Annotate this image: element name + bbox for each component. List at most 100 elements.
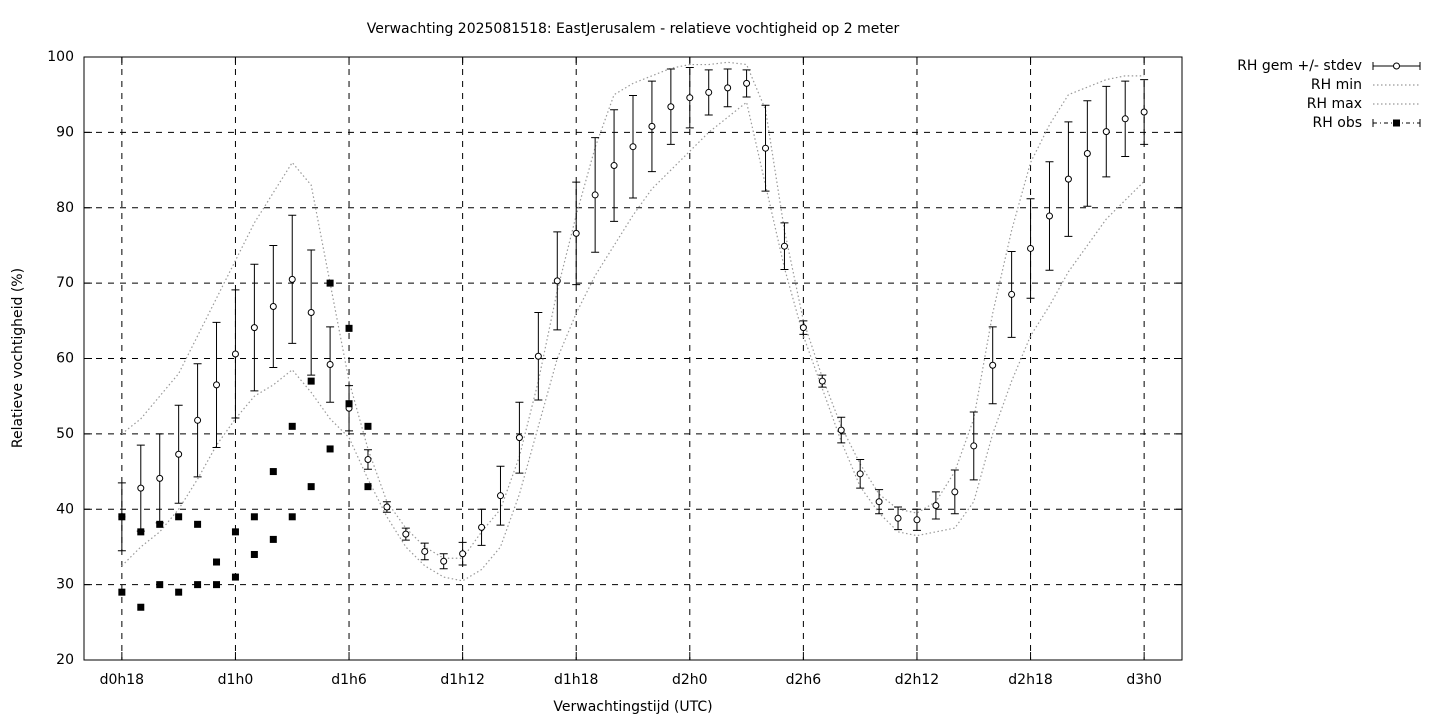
mean-point [1008, 290, 1016, 298]
mean-point [1102, 128, 1110, 136]
obs-point [326, 279, 334, 287]
obs-point [231, 573, 239, 581]
x-tick-label: d1h12 [440, 672, 484, 688]
obs-point [156, 520, 164, 528]
mean-point [913, 516, 921, 524]
mean-point [156, 474, 164, 482]
mean-point [515, 434, 523, 442]
mean-point [553, 277, 561, 285]
legend-label: RH gem +/- stdev [1237, 58, 1362, 74]
obs-point [175, 513, 183, 521]
obs-point [213, 558, 221, 566]
mean-point [591, 191, 599, 199]
mean-point [1140, 108, 1148, 116]
x-tick-label: d1h18 [554, 672, 598, 688]
obs-point [118, 588, 126, 596]
obs-point [307, 377, 315, 385]
mean-point [175, 450, 183, 458]
obs-point [269, 468, 277, 476]
mean-point [534, 352, 542, 360]
chart-title: Verwachting 2025081518: EastJerusalem - … [367, 21, 900, 37]
y-tick-label: 70 [56, 275, 74, 291]
mean-point [932, 501, 940, 509]
mean-point [440, 557, 448, 565]
x-tick-label: d2h18 [1008, 672, 1052, 688]
mean-point [307, 309, 315, 317]
mean-point [572, 229, 580, 237]
y-tick-label: 100 [47, 49, 74, 65]
mean-point [686, 94, 694, 102]
obs-point [288, 422, 296, 430]
obs-point [326, 445, 334, 453]
mean-point [705, 88, 713, 96]
mean-point [724, 84, 732, 92]
mean-point [743, 79, 751, 87]
mean-point [970, 442, 978, 450]
obs-point [250, 513, 258, 521]
plot-frame [83, 56, 1183, 661]
mean-point [856, 470, 864, 478]
mean-point [629, 143, 637, 151]
mean-point [1045, 212, 1053, 220]
mean-point [402, 530, 410, 538]
mean-point [610, 162, 618, 170]
obs-point [213, 581, 221, 589]
mean-point [648, 122, 656, 130]
obs-point [137, 528, 145, 536]
mean-point [137, 484, 145, 492]
mean-point [818, 377, 826, 385]
obs-point [231, 528, 239, 536]
x-tick-label: d2h0 [672, 672, 708, 688]
mean-point [837, 426, 845, 434]
obs-point [250, 550, 258, 558]
x-tick-label: d0h18 [100, 672, 144, 688]
mean-point [894, 514, 902, 522]
mean-point [496, 492, 504, 500]
mean-point [799, 324, 807, 332]
mean-point [194, 416, 202, 424]
legend-label: RH max [1307, 96, 1362, 112]
legend-sample [1393, 119, 1400, 127]
y-tick-label: 50 [56, 426, 74, 442]
y-axis-label: Relatieve vochtigheid (%) [10, 268, 26, 448]
mean-point [231, 350, 239, 358]
obs-point [118, 513, 126, 521]
x-tick-label: d3h0 [1126, 672, 1162, 688]
mean-point [780, 242, 788, 250]
obs-point [345, 324, 353, 332]
mean-point [1083, 149, 1091, 157]
legend-label: RH min [1311, 77, 1362, 93]
mean-point [667, 103, 675, 111]
x-tick-label: d2h6 [786, 672, 822, 688]
y-tick-label: 60 [56, 351, 74, 367]
mean-point [269, 302, 277, 310]
obs-point [194, 520, 202, 528]
x-tick-label: d1h6 [331, 672, 367, 688]
mean-point [326, 361, 334, 369]
mean-point [421, 547, 429, 555]
obs-point [307, 483, 315, 491]
legend-label: RH obs [1313, 115, 1362, 131]
x-tick-label: d2h12 [895, 672, 939, 688]
obs-point [269, 535, 277, 543]
y-tick-label: 90 [56, 124, 74, 140]
mean-point [459, 550, 467, 558]
mean-point [762, 144, 770, 152]
obs-point [137, 603, 145, 611]
mean-point [213, 381, 221, 389]
mean-point [288, 275, 296, 283]
x-tick-label: d1h0 [218, 672, 254, 688]
y-tick-label: 80 [56, 200, 74, 216]
legend-sample [1393, 62, 1400, 70]
y-tick-label: 20 [56, 652, 74, 668]
obs-point [156, 581, 164, 589]
x-axis-label: Verwachtingstijd (UTC) [553, 699, 712, 715]
obs-point [194, 581, 202, 589]
obs-point [288, 513, 296, 521]
mean-point [1027, 244, 1035, 252]
mean-point [951, 488, 959, 496]
mean-point [478, 523, 486, 531]
mean-point [1121, 115, 1129, 123]
y-tick-label: 40 [56, 501, 74, 517]
